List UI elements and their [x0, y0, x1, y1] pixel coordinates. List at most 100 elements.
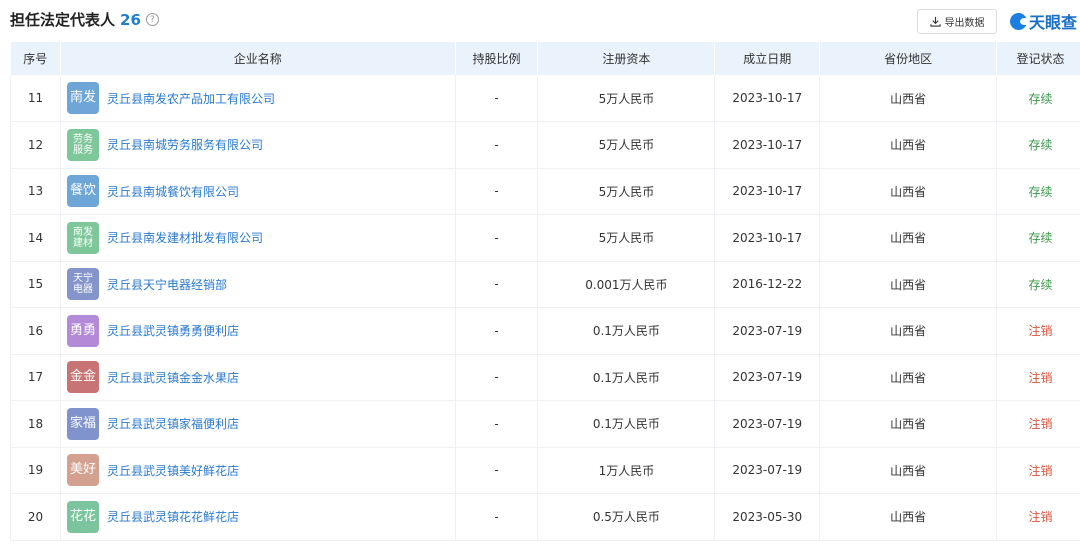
logo-text: 花花 — [69, 508, 96, 524]
registered-capital: 0.1万人民币 — [537, 400, 716, 448]
table-row: 19 美好 灵丘县武灵镇美好鲜花店 - 1万人民币 2023-07-19 山西省 … — [10, 447, 1080, 494]
logo-text: 勇勇 — [69, 322, 96, 338]
table-row: 11 南发 灵丘县南发农产品加工有限公司 - 5万人民币 2023-10-17 山… — [10, 75, 1080, 122]
table-row: 17 金金 灵丘县武灵镇金金水果店 - 0.1万人民币 2023-07-19 山西… — [10, 354, 1080, 401]
company-name-link[interactable]: 灵丘县武灵镇美好鲜花店 — [106, 463, 239, 478]
region: 山西省 — [819, 400, 998, 448]
established-date: 2023-10-17 — [714, 214, 821, 262]
established-date: 2023-10-17 — [714, 168, 821, 215]
status-badge: 注销 — [996, 354, 1080, 401]
logo-text: 南发 建材 — [72, 226, 93, 249]
row-number: 15 — [10, 261, 61, 308]
region: 山西省 — [819, 168, 998, 215]
share-ratio: - — [455, 168, 539, 215]
company-logo: 餐饮 — [66, 175, 99, 208]
status-badge: 注销 — [996, 307, 1080, 355]
row-number: 19 — [10, 447, 61, 494]
established-date: 2023-07-19 — [714, 307, 821, 355]
logo-text: 餐饮 — [69, 183, 96, 199]
logo-text: 天宁 电器 — [72, 273, 93, 296]
help-icon[interactable]: ? — [145, 13, 159, 26]
company-logo: 天宁 电器 — [66, 268, 99, 301]
logo-text: 美好 — [69, 462, 96, 478]
company-name-link[interactable]: 灵丘县南发建材批发有限公司 — [106, 231, 263, 246]
company-logo: 美好 — [66, 454, 99, 487]
brand-text: 天眼查 — [1029, 13, 1078, 32]
established-date: 2016-12-22 — [714, 261, 821, 308]
section-title: 担任法定代表人 26 ? — [10, 9, 159, 30]
status-badge: 存续 — [996, 121, 1080, 169]
registered-capital: 0.001万人民币 — [537, 261, 716, 308]
company-logo: 南发 — [66, 82, 99, 114]
company-logo: 勇勇 — [66, 314, 99, 347]
company-name-link[interactable]: 灵丘县武灵镇勇勇便利店 — [106, 324, 239, 339]
region: 山西省 — [819, 214, 998, 262]
table-row: 18 家福 灵丘县武灵镇家福便利店 - 0.1万人民币 2023-07-19 山西… — [10, 400, 1080, 448]
export-data-button[interactable]: 导出数据 — [917, 9, 997, 34]
row-number: 20 — [10, 493, 61, 541]
established-date: 2023-07-19 — [714, 400, 821, 448]
region: 山西省 — [819, 75, 998, 122]
company-name-link[interactable]: 灵丘县武灵镇花花鲜花店 — [106, 510, 239, 525]
companies-table: 序号 企业名称 持股比例 注册资本 成立日期 省份地区 登记状态 11 南发 灵丘县南发农产品… — [10, 42, 1080, 541]
status-badge: 存续 — [996, 168, 1080, 215]
region: 山西省 — [819, 493, 998, 541]
company-name-link[interactable]: 灵丘县天宁电器经销部 — [106, 277, 227, 292]
region: 山西省 — [819, 447, 998, 494]
status-badge: 存续 — [996, 75, 1080, 122]
download-icon — [929, 16, 941, 27]
status-badge: 注销 — [996, 447, 1080, 494]
title-text: 担任法定代表人 — [10, 11, 116, 29]
row-number: 17 — [10, 354, 61, 401]
export-label: 导出数据 — [944, 18, 985, 29]
logo-text: 南发 — [69, 89, 96, 105]
table-row: 12 劳务 服务 灵丘县南城劳务服务有限公司 - 5万人民币 2023-10-17 … — [10, 121, 1080, 169]
share-ratio: - — [455, 354, 539, 401]
share-ratio: - — [455, 121, 539, 169]
share-ratio: - — [455, 307, 539, 355]
table-row: 13 餐饮 灵丘县南城餐饮有限公司 - 5万人民币 2023-10-17 山西省 … — [10, 168, 1080, 215]
company-name-link[interactable]: 灵丘县南城劳务服务有限公司 — [106, 138, 263, 153]
share-ratio: - — [455, 447, 539, 494]
company-name-link[interactable]: 灵丘县南发农产品加工有限公司 — [106, 91, 275, 106]
row-number: 13 — [10, 168, 61, 215]
row-number: 16 — [10, 307, 61, 355]
region: 山西省 — [819, 307, 998, 355]
established-date: 2023-10-17 — [714, 75, 821, 122]
share-ratio: - — [455, 75, 539, 122]
column-header: 持股比例 — [455, 42, 539, 75]
established-date: 2023-10-17 — [714, 121, 821, 169]
registered-capital: 5万人民币 — [537, 75, 716, 122]
table-row: 14 南发 建材 灵丘县南发建材批发有限公司 - 5万人民币 2023-10-17 … — [10, 214, 1080, 262]
established-date: 2023-07-19 — [714, 447, 821, 494]
row-number: 18 — [10, 400, 61, 448]
company-name-link[interactable]: 灵丘县武灵镇金金水果店 — [106, 370, 239, 385]
company-name-link[interactable]: 灵丘县武灵镇家福便利店 — [106, 417, 239, 432]
registered-capital: 1万人民币 — [537, 447, 716, 494]
region: 山西省 — [819, 121, 998, 169]
column-header: 注册资本 — [537, 42, 716, 75]
company-name-link[interactable]: 灵丘县南城餐饮有限公司 — [106, 184, 239, 199]
registered-capital: 0.5万人民币 — [537, 493, 716, 541]
share-ratio: - — [455, 261, 539, 308]
column-header: 序号 — [10, 42, 61, 75]
share-ratio: - — [455, 214, 539, 262]
company-logo: 金金 — [66, 361, 99, 394]
brand-logo: 天眼查 — [1010, 9, 1077, 33]
logo-text: 劳务 服务 — [72, 133, 93, 156]
region: 山西省 — [819, 261, 998, 308]
status-badge: 注销 — [996, 400, 1080, 448]
table-row: 15 天宁 电器 灵丘县天宁电器经销部 - 0.001万人民币 2016-12-22… — [10, 261, 1080, 308]
established-date: 2023-07-19 — [714, 354, 821, 401]
status-badge: 存续 — [996, 261, 1080, 308]
established-date: 2023-05-30 — [714, 493, 821, 541]
brand-icon — [1010, 12, 1029, 30]
table-row: 20 花花 灵丘县武灵镇花花鲜花店 - 0.5万人民币 2023-05-30 山西… — [10, 493, 1080, 541]
status-badge: 注销 — [996, 493, 1080, 541]
registered-capital: 5万人民币 — [537, 121, 716, 169]
logo-text: 家福 — [69, 415, 96, 431]
share-ratio: - — [455, 493, 539, 541]
column-header: 成立日期 — [714, 42, 821, 75]
region: 山西省 — [819, 354, 998, 401]
logo-text: 金金 — [69, 369, 96, 385]
